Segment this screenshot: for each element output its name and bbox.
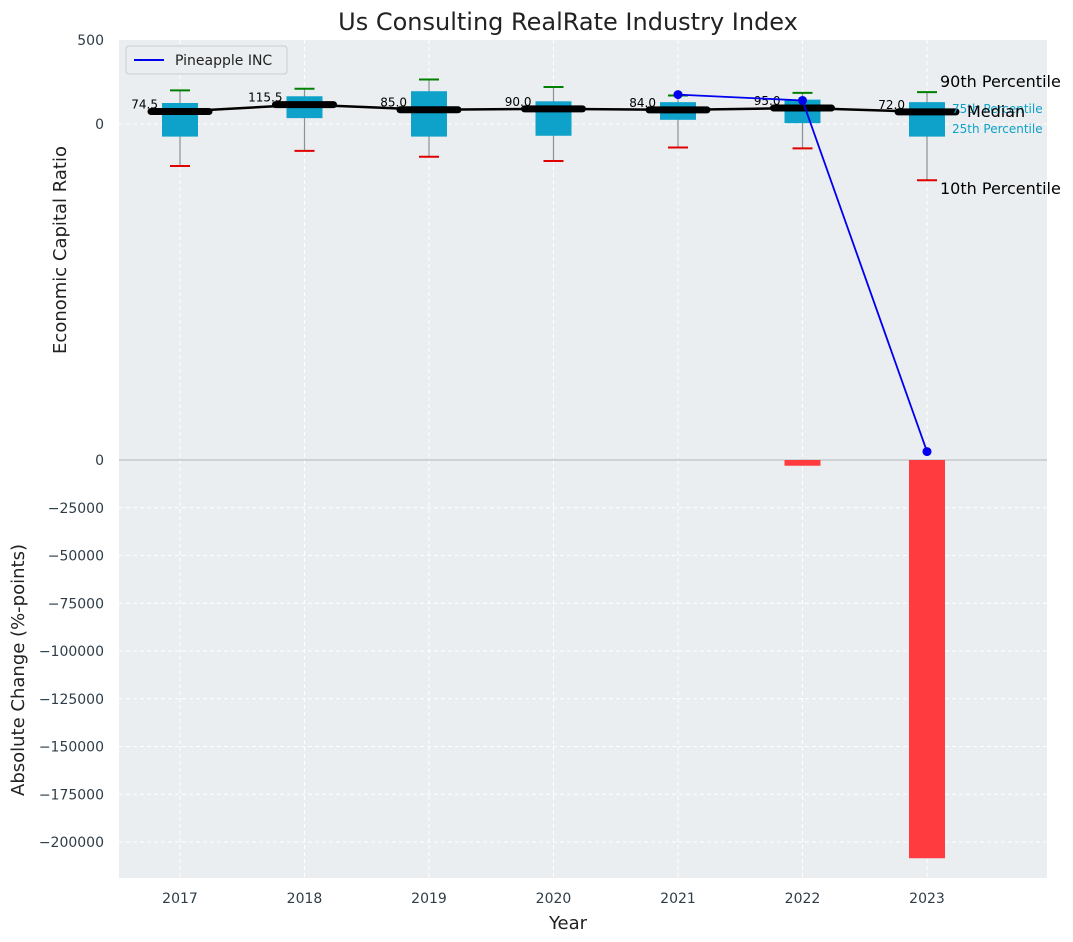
chart-title: Us Consulting RealRate Industry Index [338, 8, 798, 36]
annotation-p90: 90th Percentile [940, 72, 1061, 91]
median-value-label: 95.0 [754, 94, 781, 108]
annotation-p25: 25th Percentile [952, 122, 1043, 136]
x-tick-label: 2023 [909, 891, 945, 907]
top-y-tick-label: 500 [77, 33, 104, 49]
annotation-p10: 10th Percentile [940, 179, 1061, 198]
legend: Pineapple INC [125, 45, 288, 75]
axis-labels: Year Economic Capital Ratio Absolute Cha… [8, 33, 945, 934]
x-tick-label: 2020 [536, 891, 572, 907]
top-y-axis-title: Economic Capital Ratio [50, 146, 71, 354]
median-value-label: 90.0 [505, 95, 532, 109]
bottom-y-tick-label: −175000 [39, 787, 104, 803]
company-point [673, 90, 683, 100]
bottom-y-tick-label: −50000 [48, 549, 104, 565]
bottom-y-axis-title: Absolute Change (%-points) [8, 544, 29, 796]
iqr-box [411, 91, 447, 137]
median-value-label: 115.5 [248, 91, 282, 105]
legend-label: Pineapple INC [175, 53, 272, 69]
grid [119, 40, 1052, 878]
change-bar [784, 460, 821, 466]
legend-box [125, 45, 288, 75]
bottom-y-tick-label: −125000 [39, 692, 104, 708]
bottom-y-tick-label: −150000 [39, 740, 104, 756]
bottom-y-tick-label: 0 [95, 453, 104, 469]
median-value-label: 84.0 [629, 96, 656, 110]
x-axis-title: Year [548, 913, 588, 934]
top-panel: 74.5 115.5 85.0 90.0 84.0 95.0 72.0 90th Percen… [131, 72, 1061, 457]
median-value-label: 74.5 [131, 97, 158, 111]
bottom-panel [119, 459, 1047, 859]
x-tick-label: 2018 [287, 891, 323, 907]
plot-background [119, 40, 1047, 878]
bottom-y-tick-label: −200000 [39, 835, 104, 851]
annotation-p75: 75th Percentile [952, 102, 1043, 116]
company-point [798, 95, 807, 105]
iqr-box [909, 102, 945, 137]
x-tick-label: 2022 [785, 891, 821, 907]
bottom-y-tick-label: −100000 [39, 644, 104, 660]
median-value-label: 72.0 [878, 98, 905, 112]
x-tick-label: 2021 [660, 891, 696, 907]
change-bar [909, 460, 945, 859]
x-tick-label: 2019 [411, 891, 447, 907]
company-point [922, 447, 932, 457]
annotation-median: Median [967, 102, 1025, 121]
bottom-y-tick-label: −25000 [48, 501, 104, 517]
x-tick-label: 2017 [162, 891, 198, 907]
top-y-tick-label: 0 [95, 117, 104, 133]
median-value-label: 85.0 [380, 96, 407, 110]
bottom-y-tick-label: −75000 [48, 596, 104, 612]
